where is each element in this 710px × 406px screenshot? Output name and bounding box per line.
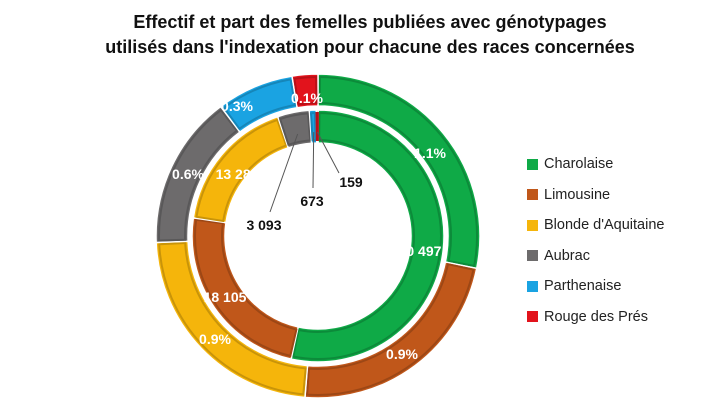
outer-slice-bevel-5 [293,75,318,106]
inner-slice-bevel-1 [194,218,298,358]
inner-label-3: 3 093 [246,217,281,233]
leader-line-3 [269,133,299,213]
legend-label: Charolaise [544,156,614,173]
legend-item: Charolaise [527,149,664,180]
inner-slice-bevel-0 [292,111,443,360]
outer-label-3: 0.6% [172,166,204,182]
legend-swatch [527,158,538,170]
outer-label-0: 1.1% [414,145,446,161]
legend-label: Parthenaise [544,278,622,295]
legend-item: Aubrac [527,241,664,272]
leader-line-5 [316,131,340,174]
legend-item: Rouge des Prés [527,302,664,333]
data-labels: 1.1% 0.9% 0.9% 0.6% 0.3% 0.1% 40 497 18 105 13 2… [172,90,446,362]
outer-slice-bevel-2 [158,241,307,396]
outer-label-4: 0.3% [221,98,253,114]
outer-ring [155,73,481,399]
chart-title-line-1: Effectif et part des femelles publiées a… [133,12,607,32]
legend-label: Limousine [544,186,611,203]
inner-label-2: 13 281 [216,166,259,182]
legend-swatch [527,280,538,292]
legend-swatch [527,219,538,231]
inner-slice-bevel-3 [278,112,312,146]
inner-label-0: 40 497 [399,243,442,259]
outer-slice-bevel-1 [306,262,475,396]
leader-line-4 [312,132,315,189]
inner-slice-0 [290,109,445,363]
legend-swatch [527,189,538,201]
inner-label-5: 159 [339,174,363,190]
leader-lines [269,131,340,213]
legend-item: Limousine [527,180,664,211]
legend-swatch [527,311,538,323]
outer-slice-5 [291,73,319,109]
inner-label-4: 673 [300,193,324,209]
inner-slice-bevel-5 [315,111,319,142]
outer-slice-bevel-0 [318,75,478,268]
chart-title-line-2: utilisés dans l'indexation pour chacune … [105,37,635,57]
legend-item: Blonde d'Aquitaine [527,210,664,241]
outer-slice-bevel-3 [158,108,239,242]
legend-swatch [527,250,538,262]
outer-label-2: 0.9% [199,331,231,347]
outer-label-5: 0.1% [291,90,323,106]
legend: Charolaise Limousine Blonde d'Aquitaine Aub… [527,149,664,332]
outer-slice-bevel-4 [222,78,297,131]
legend-label: Aubrac [544,247,590,264]
legend-label: Rouge des Prés [544,308,648,325]
inner-slice-bevel-2 [195,118,288,223]
inner-ring [191,109,445,363]
inner-slice-bevel-4 [309,112,317,142]
outer-label-1: 0.9% [386,346,418,362]
legend-item: Parthenaise [527,271,664,302]
chart-title: Effectif et part des femelles publiées a… [0,10,710,60]
legend-label: Blonde d'Aquitaine [544,217,665,234]
inner-label-1: 18 105 [204,289,247,305]
